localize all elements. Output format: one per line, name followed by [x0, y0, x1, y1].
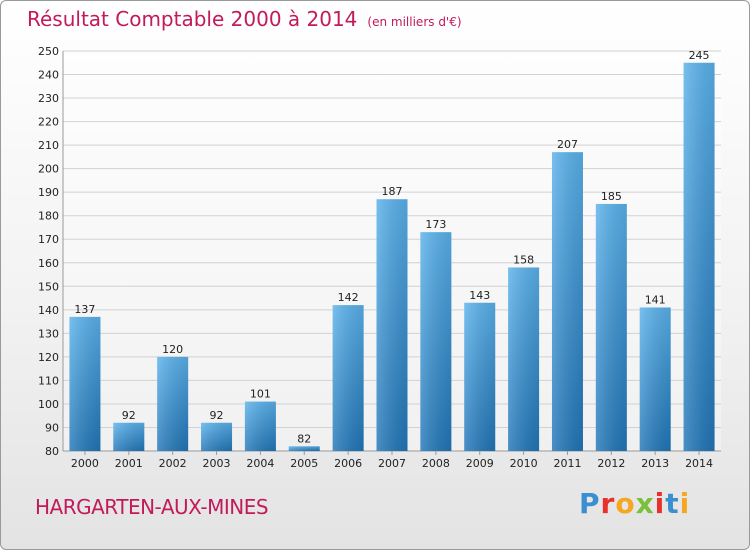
bar-shade [639, 307, 671, 451]
x-tick-label: 2011 [553, 457, 581, 470]
data-label: 120 [162, 343, 183, 356]
y-tick-label: 160 [38, 257, 59, 270]
y-tick-label: 200 [38, 163, 59, 176]
chart-subtitle: (en milliers d'€) [367, 15, 462, 29]
data-label: 207 [557, 138, 578, 151]
x-tick-label: 2006 [334, 457, 362, 470]
x-tick-label: 2003 [203, 457, 231, 470]
x-tick-label: 2001 [115, 457, 143, 470]
y-tick-label: 150 [38, 280, 59, 293]
x-tick-label: 2007 [378, 457, 406, 470]
bar-shade [288, 446, 320, 451]
logo-letter: i [654, 487, 666, 520]
x-tick-label: 2005 [290, 457, 318, 470]
logo-letter: i [679, 487, 691, 520]
data-label: 101 [250, 388, 271, 401]
data-label: 92 [122, 409, 136, 422]
data-label: 141 [645, 293, 666, 306]
y-tick-label: 110 [38, 374, 59, 387]
x-tick-label: 2012 [597, 457, 625, 470]
chart-title-row: Résultat Comptable 2000 à 2014 (en millie… [27, 7, 462, 31]
x-tick-label: 2004 [246, 457, 274, 470]
chart-title: Résultat Comptable 2000 à 2014 [27, 7, 358, 31]
x-tick-label: 2014 [685, 457, 713, 470]
y-tick-label: 80 [45, 445, 59, 458]
bar-shade [683, 62, 715, 451]
logo-letter: P [579, 487, 601, 520]
data-label: 92 [210, 409, 224, 422]
data-label: 185 [601, 190, 622, 203]
logo-letter: r [600, 487, 616, 520]
y-tick-label: 190 [38, 186, 59, 199]
logo-letter: x [635, 487, 655, 520]
data-label: 173 [425, 218, 446, 231]
y-tick-label: 100 [38, 398, 59, 411]
bar-shade [508, 267, 540, 451]
y-tick-label: 130 [38, 327, 59, 340]
bar-shade [244, 401, 276, 451]
y-tick-label: 240 [38, 69, 59, 82]
logo-letter: t [665, 487, 680, 520]
bar-shade [595, 203, 627, 451]
y-tick-label: 90 [45, 421, 59, 434]
x-tick-label: 2009 [466, 457, 494, 470]
bar-shade [332, 305, 364, 451]
bar-shade [69, 316, 101, 451]
x-tick-label: 2008 [422, 457, 450, 470]
data-label: 187 [382, 185, 403, 198]
data-label: 137 [74, 303, 95, 316]
y-tick-label: 180 [38, 210, 59, 223]
y-tick-label: 230 [38, 92, 59, 105]
bar-shade [551, 152, 583, 452]
y-tick-label: 170 [38, 233, 59, 246]
y-tick-label: 250 [38, 45, 59, 58]
bar-shade [376, 199, 408, 451]
data-label: 82 [297, 432, 311, 445]
data-label: 158 [513, 253, 534, 266]
logo-letter: o [615, 487, 636, 520]
x-tick-label: 2000 [71, 457, 99, 470]
x-tick-label: 2002 [159, 457, 187, 470]
y-tick-label: 220 [38, 116, 59, 129]
commune-name: HARGARTEN-AUX-MINES [35, 495, 269, 519]
y-tick-label: 120 [38, 351, 59, 364]
data-label: 143 [469, 289, 490, 302]
x-tick-label: 2013 [641, 457, 669, 470]
bar-shade [420, 232, 452, 451]
bar-shade [464, 302, 496, 451]
bar-shade [113, 422, 145, 451]
data-label: 142 [338, 291, 359, 304]
bar-shade [201, 422, 233, 451]
data-label: 245 [689, 49, 710, 62]
bar-shade [157, 356, 189, 451]
proxiti-logo[interactable]: Proxiti [579, 487, 690, 520]
y-tick-label: 210 [38, 139, 59, 152]
y-tick-label: 140 [38, 304, 59, 317]
x-tick-label: 2010 [510, 457, 538, 470]
